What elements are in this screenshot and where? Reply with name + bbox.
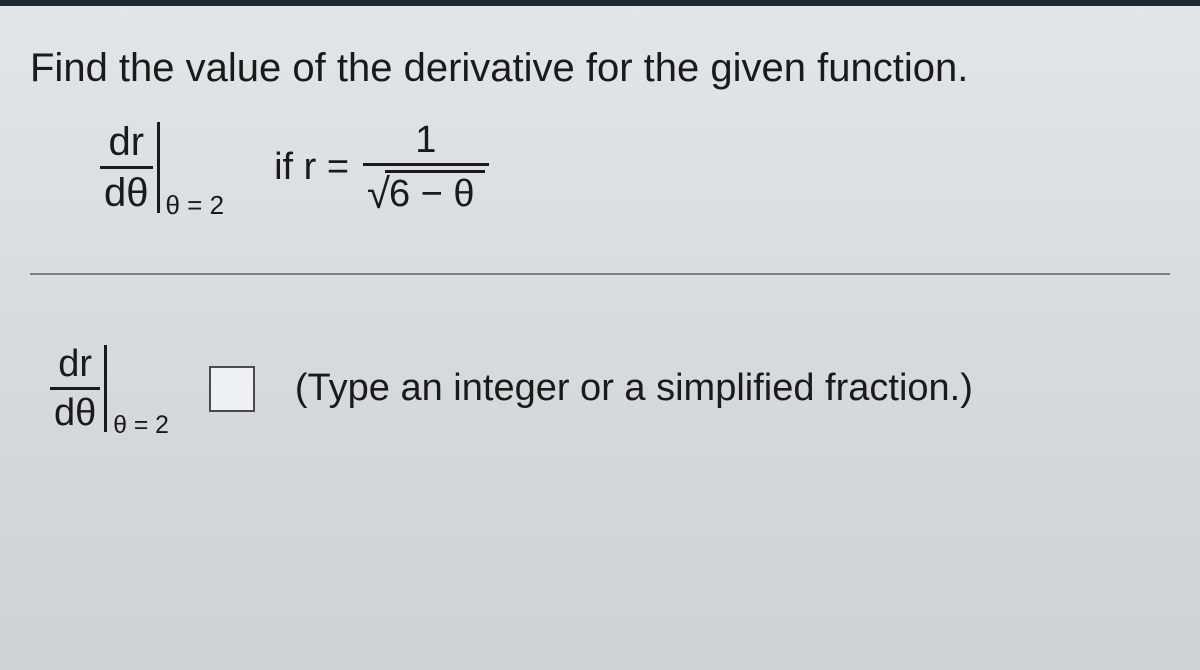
answer-row: dr dθ θ = 2 (Type an integer or a simpli… (50, 345, 1170, 432)
rhs-denominator: √ 6 − θ (363, 170, 489, 213)
answer-evaluation-point: θ = 2 (107, 412, 169, 440)
radicand: 6 − θ (385, 170, 485, 213)
radical-sign: √ (367, 173, 390, 215)
fraction-bar (50, 387, 100, 390)
fraction-bar (363, 163, 489, 166)
square-root: √ 6 − θ (367, 170, 485, 213)
derivative-numerator: dr (104, 122, 148, 162)
answer-input[interactable] (209, 366, 255, 412)
function-definition: if r = 1 √ 6 − θ (274, 121, 489, 213)
answer-hint: (Type an integer or a simplified fractio… (295, 367, 973, 410)
answer-derivative-fraction: dr dθ (50, 345, 100, 432)
derivative-at-point: dr dθ θ = 2 (100, 122, 224, 213)
expression-row: dr dθ θ = 2 if r = 1 √ 6 − θ (100, 121, 1170, 213)
if-r-equals: if r = (274, 146, 349, 189)
answer-derivative-at-point: dr dθ θ = 2 (50, 345, 169, 432)
evaluation-bar: θ = 2 (157, 122, 225, 213)
answer-evaluation-bar: θ = 2 (104, 345, 169, 432)
answer-derivative-denominator: dθ (50, 394, 100, 432)
question-prompt: Find the value of the derivative for the… (30, 46, 1170, 91)
question-panel: Find the value of the derivative for the… (0, 0, 1200, 670)
derivative-fraction: dr dθ (100, 122, 153, 213)
fraction-bar (100, 166, 153, 169)
answer-derivative-numerator: dr (54, 345, 96, 383)
section-divider (30, 273, 1170, 275)
window-top-border (0, 0, 1200, 6)
derivative-denominator: dθ (100, 173, 153, 213)
rhs-fraction: 1 √ 6 − θ (363, 121, 489, 213)
rhs-numerator: 1 (411, 121, 440, 159)
evaluation-point: θ = 2 (160, 190, 225, 221)
